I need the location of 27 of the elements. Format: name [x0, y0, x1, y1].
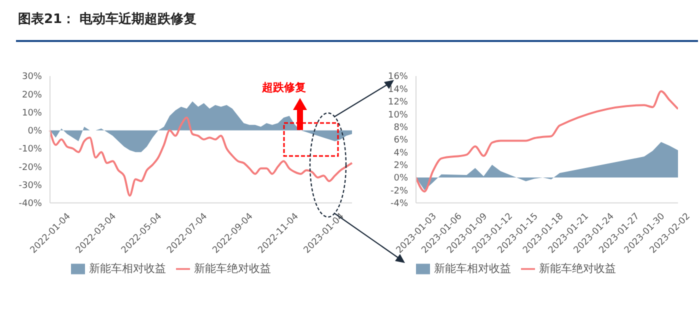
y-tick-label: -10% — [18, 144, 42, 155]
y-tick-label: 0% — [394, 174, 408, 184]
y-tick-label: -4% — [390, 199, 408, 210]
y-tick-label: 12% — [388, 98, 408, 108]
legend-label: 新能车相对收益 — [434, 262, 511, 275]
line-series — [49, 116, 353, 197]
y-tick-label: 16% — [388, 72, 408, 82]
y-tick-label: -30% — [18, 180, 42, 191]
y-tick-label: 10% — [22, 108, 42, 118]
y-tick-label: 6% — [394, 136, 408, 146]
y-tick-label: 2% — [394, 160, 408, 171]
line-series — [416, 90, 678, 192]
y-tick-label: 14% — [388, 84, 408, 95]
y-tick-label: -40% — [18, 199, 42, 210]
y-tick-label: 30% — [22, 72, 42, 82]
y-tick-label: -2% — [390, 186, 408, 196]
chart-title: 图表21： 电动车近期超跌修复 — [18, 10, 197, 28]
legend-label: 新能车相对收益 — [89, 262, 166, 275]
legend-label: 新能车绝对收益 — [194, 262, 271, 275]
y-tick-label: 8% — [394, 122, 408, 133]
y-tick-label: 0% — [28, 126, 42, 137]
annotation: 超跌修复 — [262, 80, 306, 95]
y-tick-label: 4% — [394, 148, 408, 158]
y-tick-label: 20% — [22, 90, 42, 100]
y-tick-label: -20% — [18, 162, 42, 173]
y-tick-label: 10% — [388, 110, 408, 120]
legend-label: 新能车绝对收益 — [539, 262, 616, 275]
